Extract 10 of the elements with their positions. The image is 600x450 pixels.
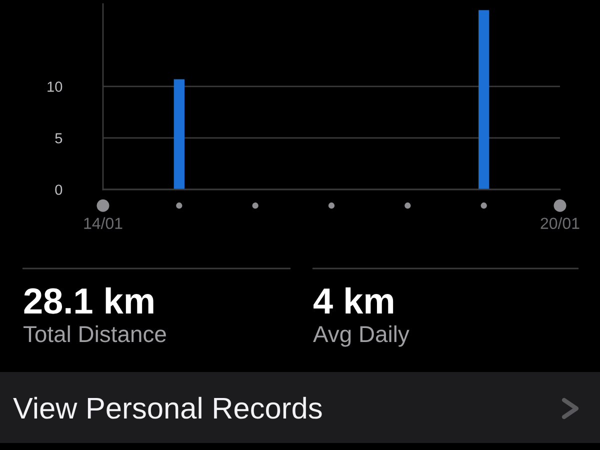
y-tick-label: 5 [55, 133, 62, 144]
x-tick-label: 14/01 [84, 217, 122, 230]
x-tick-label: 20/01 [540, 217, 580, 230]
text: 28.1 km [24, 287, 154, 314]
text: Avg Daily [313, 325, 410, 347]
text: View Personal Records [13, 396, 322, 419]
text: 4 km [314, 287, 394, 314]
text: Total Distance [24, 325, 166, 342]
y-tick-label: 10 [48, 82, 62, 92]
y-tick-label: 0 [55, 184, 62, 195]
